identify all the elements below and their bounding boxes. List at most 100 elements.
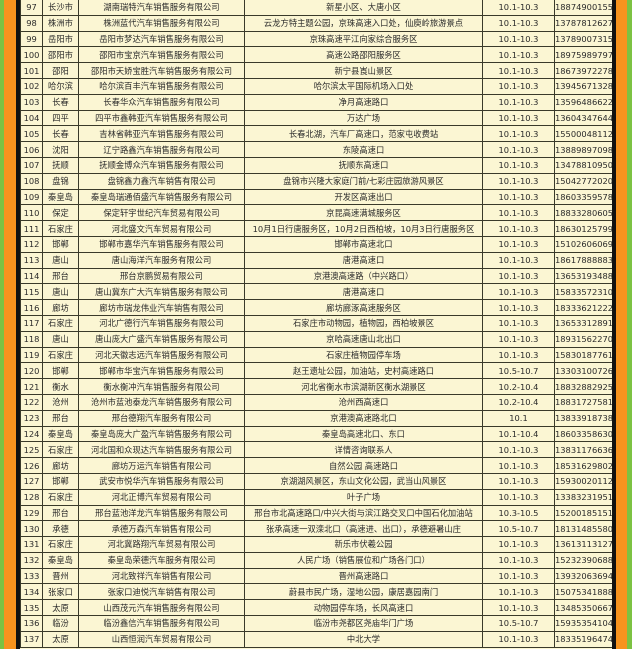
row-number-cell: 105 (20, 125, 43, 143)
city-cell: 临汾 (42, 615, 79, 632)
dates-cell: 10.1-10.3 (482, 156, 555, 174)
location-cell: 盘锦市兴隆大家庭门前/七彩庄园旅游风景区 (244, 172, 483, 190)
phone-cell: 18874900155 (554, 0, 612, 16)
company-cell: 邵阳市宝京汽车销售服务有限公司 (78, 46, 245, 64)
dates-cell: 10.1-10.3 (482, 267, 555, 285)
dates-cell: 10.1-10.3 (482, 488, 555, 506)
location-cell: 京昆高速满城服务区 (244, 204, 483, 222)
dates-cell: 10.2-10.4 (482, 393, 555, 411)
company-cell: 河北天徽志远汽车销售服务有限公司 (78, 346, 245, 364)
location-cell: 京珠高速平江向家综合服务区 (244, 30, 483, 48)
row-number-cell: 119 (20, 346, 43, 364)
company-cell: 承德万森汽车销售有限公司 (78, 520, 245, 538)
row-number-cell: 97 (20, 0, 43, 16)
city-cell: 长春 (42, 93, 79, 111)
table-row: 134 张家口 张家口迪悦汽车销售有限公司 蔚县市民广场，湿地公园，康居嘉园南门 10.… (20, 583, 612, 601)
table-row: 117 石家庄 河北广德行汽车销售服务有限公司 石家庄市动物园，植物园，西柏坡景区 10… (20, 314, 612, 332)
row-number-cell: 137 (20, 630, 43, 648)
location-cell: 临汾市尧都区尧庙华门广场 (244, 615, 483, 632)
table-row: 129 邢台 邢台蓝池洋龙汽车销售服务有限公司 邢台市北高速路口/中兴大街与滨江路交叉… (20, 504, 612, 522)
company-cell: 河北致祥汽车销售有限公司 (78, 567, 245, 585)
location-cell: 自然公园 高速路口 (244, 457, 483, 474)
city-cell: 邢台 (42, 504, 79, 522)
company-cell: 邢台德翔汽车服务有限公司 (78, 409, 245, 427)
city-cell: 唐山 (42, 330, 79, 348)
row-number-cell: 120 (20, 362, 43, 380)
city-cell: 廊坊 (42, 299, 79, 316)
phone-cell: 13613113127 (554, 536, 612, 553)
table-row: 101 邵阳 邵阳市天娇宝胜汽车销售服务有限公司 新宁县崀山景区 10.1-10.3 18… (20, 62, 612, 79)
phone-cell: 13604347644 (554, 109, 612, 127)
company-cell: 盘锦鑫力鑫汽车销售有限公司 (78, 172, 245, 190)
company-cell: 秦皇岛荣德汽车服务有限公司 (78, 551, 245, 569)
table-row: 103 长春 长春华众汽车销售服务有限公司 净月高速路口 10.1-10.3 135964… (20, 93, 612, 111)
table-row: 116 廊坊 廊坊市瑞龙伟业汽车销售有限公司 廊坊廊涿高速服务区 10.1-10.3 18… (20, 299, 612, 316)
dates-cell: 10.1-10.3 (482, 330, 555, 348)
row-number-cell: 110 (20, 204, 43, 222)
city-cell: 邯郸 (42, 472, 79, 490)
row-number-cell: 135 (20, 599, 43, 617)
location-cell: 邢台市北高速路口/中兴大街与滨江路交叉口中国石化加油站 (244, 504, 483, 522)
table-row: 133 晋州 河北致祥汽车销售有限公司 晋州高速路口 10.1-10.3 13932063… (20, 567, 612, 585)
location-cell: 唐港高速口 (244, 283, 483, 301)
phone-cell: 18335196474 (554, 630, 612, 648)
table-row: 111 石家庄 河北盛文汽车贸易有限公司 10月1日行唐服务区，10月2日西柏坡，10… (20, 220, 612, 237)
location-cell: 唐港高速口 (244, 251, 483, 269)
location-cell: 开发区高速出口 (244, 188, 483, 206)
dates-cell: 10.1-10.3 (482, 141, 555, 158)
company-cell: 沧州市蓝池泰龙汽车销售服务有限公司 (78, 393, 245, 411)
location-cell: 云龙方特主题公园，京珠高速入口处，仙庾岭旅游景点 (244, 14, 483, 32)
dates-cell: 10.1-10.4 (482, 425, 555, 443)
location-cell: 新星小区、大唐小区 (244, 0, 483, 16)
location-cell: 石家庄植物园停车场 (244, 346, 483, 364)
city-cell: 太原 (42, 630, 79, 648)
row-number-cell: 116 (20, 299, 43, 316)
dates-cell: 10.1-10.3 (482, 46, 555, 64)
row-number-cell: 109 (20, 188, 43, 206)
phone-cell: 13478810950 (554, 156, 612, 174)
location-cell: 中北大学 (244, 630, 483, 648)
company-cell: 河北国和众现达汽车销售服务有限公司 (78, 441, 245, 459)
row-number-cell: 101 (20, 62, 43, 79)
row-number-cell: 124 (20, 425, 43, 443)
row-number-cell: 99 (20, 30, 43, 48)
company-cell: 辽宁路鑫汽车销售服务有限公司 (78, 141, 245, 158)
company-cell: 临汾鑫信汽车销售服务有限公司 (78, 615, 245, 632)
company-cell: 河北正博汽车贸易有限公司 (78, 488, 245, 506)
dates-cell: 10.1-10.3 (482, 172, 555, 190)
row-number-cell: 112 (20, 235, 43, 253)
phone-cell: 18975989797 (554, 46, 612, 64)
table-row: 127 邯郸 武安市悦华汽车销售服务有限公司 京湖湖风景区，东山文化公园，武当山风景区… (20, 472, 612, 490)
table-row: 131 石家庄 河北冀路翔汽车贸易有限公司 新乐市伏羲公园 10.1-10.3 13613… (20, 536, 612, 553)
company-cell: 株洲蓝代汽车销售服务有限公司 (78, 14, 245, 32)
phone-cell: 13303100726 (554, 362, 612, 380)
table-row: 123 邢台 邢台德翔汽车服务有限公司 京港澳高速路北口 10.1 13833918738 (20, 409, 612, 427)
table-row: 137 太原 山西恒润汽车贸易有限公司 中北大学 10.1-10.3 1833519647… (20, 630, 612, 648)
city-cell: 四平 (42, 109, 79, 127)
row-number-cell: 136 (20, 615, 43, 632)
city-cell: 石家庄 (42, 488, 79, 506)
dates-cell: 10.1-10.3 (482, 472, 555, 490)
city-cell: 长沙市 (42, 0, 79, 16)
location-cell: 人民广场（销售展位和广场各门口） (244, 551, 483, 569)
dates-cell: 10.1-10.3 (482, 567, 555, 585)
phone-cell: 15500048112 (554, 125, 612, 143)
table-row: 120 邯郸 邯郸市华宝汽车销售服务有限公司 赵王遗址公园，加油站，史村高速路口 10.… (20, 362, 612, 380)
row-number-cell: 114 (20, 267, 43, 285)
city-cell: 承德 (42, 520, 79, 538)
table-row: 113 唐山 唐山海洋汽车服务有限公司 唐港高速口 10.1-10.3 186178888… (20, 251, 612, 269)
row-number-cell: 113 (20, 251, 43, 269)
city-cell: 株洲市 (42, 14, 79, 32)
table-row: 109 秦皇岛 秦皇岛瑞通佰盛汽车销售服务有限公司 开发区高速出口 10.1-10.3 1… (20, 188, 612, 206)
row-number-cell: 102 (20, 77, 43, 95)
company-cell: 河北广德行汽车销售服务有限公司 (78, 314, 245, 332)
company-cell: 唐山庞大广盛汽车销售服务有限公司 (78, 330, 245, 348)
dates-cell: 10.1-10.3 (482, 251, 555, 269)
row-number-cell: 100 (20, 46, 43, 64)
company-cell: 廊坊市瑞龙伟业汽车销售有限公司 (78, 299, 245, 316)
location-cell: 10月1日行唐服务区，10月2日西柏坡，10月3日行唐服务区 (244, 220, 483, 237)
row-number-cell: 129 (20, 504, 43, 522)
company-cell: 河北盛文汽车贸易有限公司 (78, 220, 245, 237)
company-cell: 衡水衡冲汽车销售服务有限公司 (78, 378, 245, 395)
phone-cell: 13833918738 (554, 409, 612, 427)
